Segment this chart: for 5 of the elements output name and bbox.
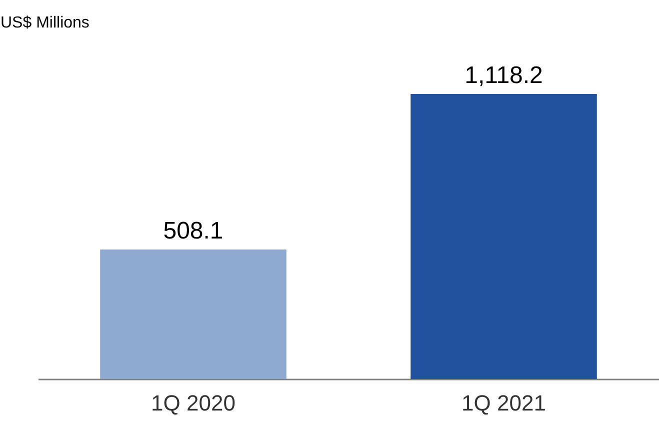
x-tick-label: 1Q 2020 [151,390,236,416]
x-tick-label: 1Q 2021 [462,390,546,416]
data-label: 1,118.2 [464,62,543,89]
data-label: 508.1 [163,218,224,244]
y-axis-title: US$ Millions [0,14,90,32]
